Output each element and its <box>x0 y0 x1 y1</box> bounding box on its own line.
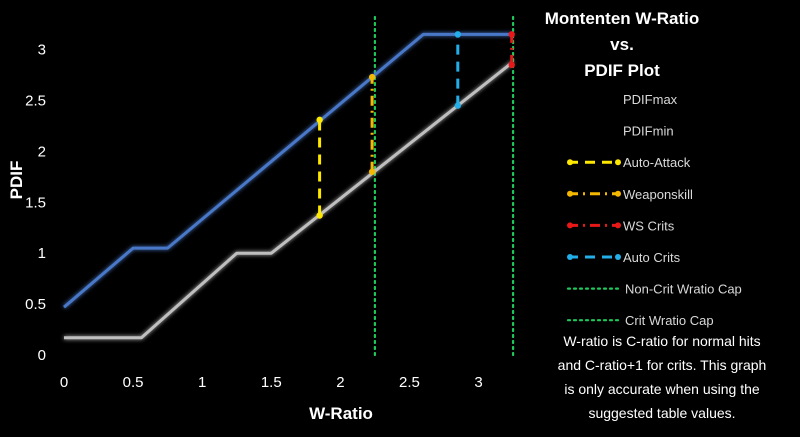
x-tick-label: 2.5 <box>399 374 420 391</box>
chart-title-line-1: Montenten W-Ratio <box>545 9 700 28</box>
series-line-pdifmax <box>63 32 514 309</box>
y-axis-label: PDIF <box>7 161 26 200</box>
series-point-auto-crits <box>454 31 462 38</box>
legend-marker-weaponskill <box>567 190 573 197</box>
x-tick-label: 1.5 <box>261 374 282 391</box>
series-point-auto-attack <box>316 116 323 124</box>
x-tick-label: 2 <box>336 374 344 391</box>
x-tick-label: 1 <box>198 374 206 391</box>
legend-marker-weaponskill <box>615 190 621 197</box>
y-tick-label: 0.5 <box>25 296 46 313</box>
chart-title-line-2: vs. <box>610 35 634 54</box>
y-tick-label: 2.5 <box>25 93 46 110</box>
legend-marker-auto-attack <box>567 159 573 166</box>
series-point-auto-crits <box>454 102 462 109</box>
x-tick-label: 0 <box>60 374 68 391</box>
legend-label-pdifmax: PDIFmax <box>623 92 678 107</box>
series-line-pdifmin <box>64 60 515 340</box>
y-tick-label: 3 <box>38 42 46 59</box>
legend-marker-ws-crits <box>615 222 621 229</box>
note-line-1: W-ratio is C-ratio for normal hits <box>563 333 760 349</box>
note-line-2: and C-ratio+1 for crits. This graph <box>558 357 767 373</box>
legend-label-auto-attack: Auto-Attack <box>623 155 691 170</box>
legend: PDIFmax PDIFmin Auto-Attack Weaponskill WS C… <box>566 92 742 328</box>
series-point-ws-crits <box>508 61 515 69</box>
note-line-3: is only accurate when using the <box>564 381 760 397</box>
series-point-weaponskill <box>368 168 376 175</box>
series-layer <box>63 12 515 357</box>
legend-label-pdifmin: PDIFmin <box>623 124 674 139</box>
legend-marker-auto-crits <box>567 254 573 260</box>
series-point-ws-crits <box>508 31 515 38</box>
y-tick-label: 1.5 <box>25 194 46 211</box>
legend-label-crit-wratio-cap: Crit Wratio Cap <box>625 313 714 328</box>
legend-marker-ws-crits <box>567 222 573 229</box>
y-tick-label: 2 <box>38 143 46 160</box>
note-line-4: suggested table values. <box>588 405 735 421</box>
x-tick-labels: 0 0.5 1 1.5 2 2.5 3 <box>60 374 483 391</box>
legend-marker-auto-crits <box>615 254 621 260</box>
y-tick-label: 0 <box>38 347 46 364</box>
legend-label-non-crit-wratio-cap: Non-Crit Wratio Cap <box>625 282 742 297</box>
y-tick-label: 1 <box>38 245 46 262</box>
legend-label-auto-crits: Auto Crits <box>623 250 681 265</box>
x-tick-label: 0.5 <box>123 374 144 391</box>
x-axis-label: W-Ratio <box>309 404 373 423</box>
legend-marker-auto-attack <box>615 159 621 166</box>
series-point-auto-attack <box>316 212 323 219</box>
legend-label-weaponskill: Weaponskill <box>623 187 693 202</box>
y-tick-labels: 0 0.5 1 1.5 2 2.5 3 <box>25 42 46 364</box>
series-point-weaponskill <box>368 73 376 81</box>
chart-title-line-3: PDIF Plot <box>584 61 660 80</box>
x-tick-label: 3 <box>474 374 482 391</box>
legend-label-ws-crits: WS Crits <box>623 218 675 233</box>
